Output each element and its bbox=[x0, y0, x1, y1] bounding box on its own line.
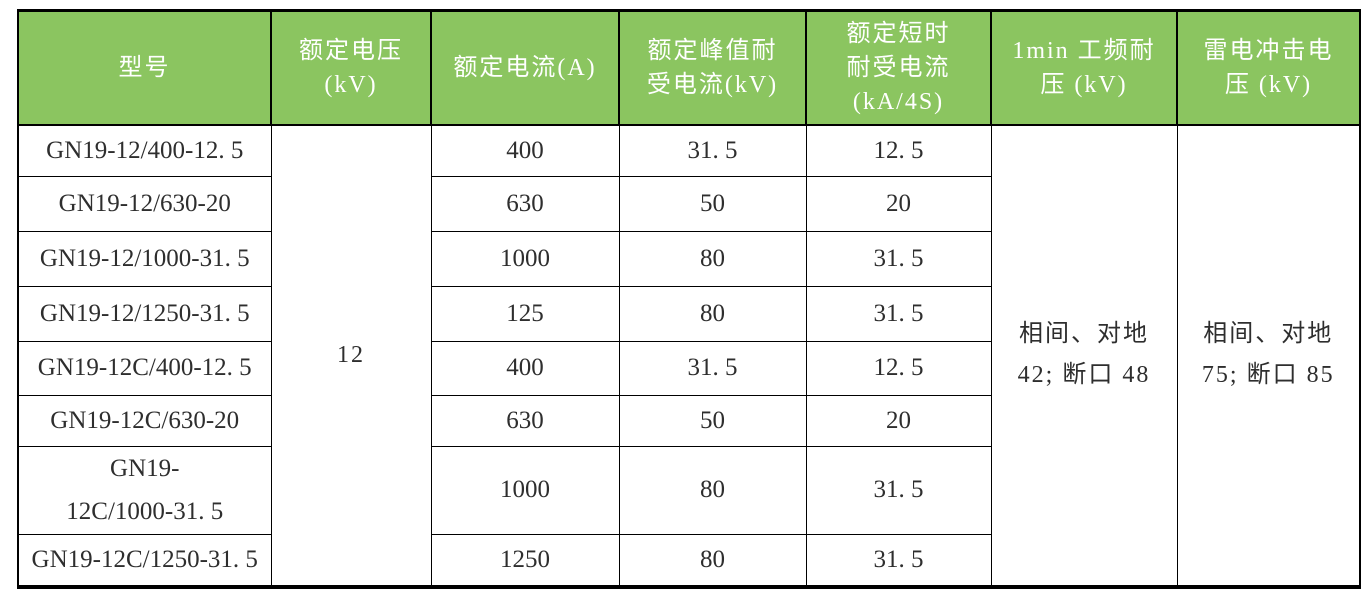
cell-short-time-current: 12. 5 bbox=[805, 124, 992, 177]
col-header-peak-withstand-current: 额定峰值耐 受电流(kV) bbox=[618, 9, 807, 126]
cell-rated-current: 1000 bbox=[430, 445, 620, 535]
cell-peak-current: 80 bbox=[618, 285, 807, 342]
cell-peak-current: 50 bbox=[618, 394, 807, 447]
cell-model: GN19-12/1000-31. 5 bbox=[17, 230, 272, 287]
cell-peak-current: 80 bbox=[618, 534, 807, 587]
cell-lightning-merged: 相间、对地 75; 断口 85 bbox=[1176, 124, 1361, 587]
cell-model: GN19-12C/1250-31. 5 bbox=[17, 534, 272, 587]
table-row: GN19-12/1000-31. 5 1000 80 31. 5 bbox=[17, 230, 1360, 287]
cell-peak-current: 31. 5 bbox=[618, 124, 807, 177]
cell-peak-current: 31. 5 bbox=[618, 340, 807, 396]
table-header: 型号 额定电压 (kV) 额定电流(A) 额定峰值耐 受电流(kV) 额定短时 … bbox=[17, 9, 1361, 126]
table-row: GN19-12C/400-12. 5 400 31. 5 12. 5 bbox=[17, 340, 1360, 396]
col-header-rated-current: 额定电流(A) bbox=[430, 9, 620, 126]
cell-power-freq-merged: 相间、对地 42; 断口 48 bbox=[990, 124, 1178, 587]
cell-short-time-current: 20 bbox=[805, 394, 992, 447]
cell-rated-current: 630 bbox=[430, 175, 620, 232]
cell-short-time-current: 31. 5 bbox=[805, 230, 992, 287]
col-header-model: 型号 bbox=[17, 9, 272, 126]
spec-table: 型号 额定电压 (kV) 额定电流(A) 额定峰值耐 受电流(kV) 额定短时 … bbox=[17, 9, 1361, 589]
cell-rated-current: 400 bbox=[430, 124, 620, 177]
cell-model: GN19-12/630-20 bbox=[17, 175, 272, 232]
cell-model: GN19-12C/400-12. 5 bbox=[17, 340, 272, 396]
table-row: GN19-12C/1250-31. 5 1250 80 31. 5 bbox=[17, 534, 1360, 587]
table-row: GN19-12/1250-31. 5 125 80 31. 5 bbox=[17, 285, 1360, 342]
cell-rated-current: 1000 bbox=[430, 230, 620, 287]
cell-short-time-current: 31. 5 bbox=[805, 285, 992, 342]
cell-model: GN19-12/400-12. 5 bbox=[17, 124, 272, 177]
table-row: GN19-12C/630-20 630 50 20 bbox=[17, 394, 1360, 447]
cell-rated-current: 1250 bbox=[430, 534, 620, 587]
cell-peak-current: 80 bbox=[618, 445, 807, 535]
table-row: GN19- 12C/1000-31. 5 1000 80 31. 5 bbox=[17, 445, 1360, 535]
col-header-short-time-current: 额定短时 耐受电流 (kA/4S) bbox=[805, 9, 992, 126]
table-body: GN19-12/400-12. 5 12 400 31. 5 12. 5 相间、… bbox=[17, 124, 1361, 587]
col-header-power-freq-withstand: 1min 工频耐 压 (kV) bbox=[990, 9, 1178, 126]
cell-short-time-current: 20 bbox=[805, 175, 992, 232]
col-header-lightning-impulse: 雷电冲击电 压 (kV) bbox=[1176, 9, 1361, 126]
cell-peak-current: 80 bbox=[618, 230, 807, 287]
cell-model: GN19- 12C/1000-31. 5 bbox=[17, 445, 272, 535]
cell-model: GN19-12/1250-31. 5 bbox=[17, 285, 272, 342]
cell-rated-current: 125 bbox=[430, 285, 620, 342]
cell-rated-current: 400 bbox=[430, 340, 620, 396]
cell-model: GN19-12C/630-20 bbox=[17, 394, 272, 447]
cell-short-time-current: 31. 5 bbox=[805, 445, 992, 535]
table-row: GN19-12/400-12. 5 12 400 31. 5 12. 5 相间、… bbox=[17, 124, 1361, 587]
cell-short-time-current: 31. 5 bbox=[805, 534, 992, 587]
cell-rated-voltage-merged: 12 bbox=[270, 124, 432, 587]
cell-rated-current: 630 bbox=[430, 394, 620, 447]
cell-short-time-current: 12. 5 bbox=[805, 340, 992, 396]
header-row: 型号 额定电压 (kV) 额定电流(A) 额定峰值耐 受电流(kV) 额定短时 … bbox=[17, 9, 1361, 126]
col-header-rated-voltage: 额定电压 (kV) bbox=[270, 9, 432, 126]
cell-peak-current: 50 bbox=[618, 175, 807, 232]
